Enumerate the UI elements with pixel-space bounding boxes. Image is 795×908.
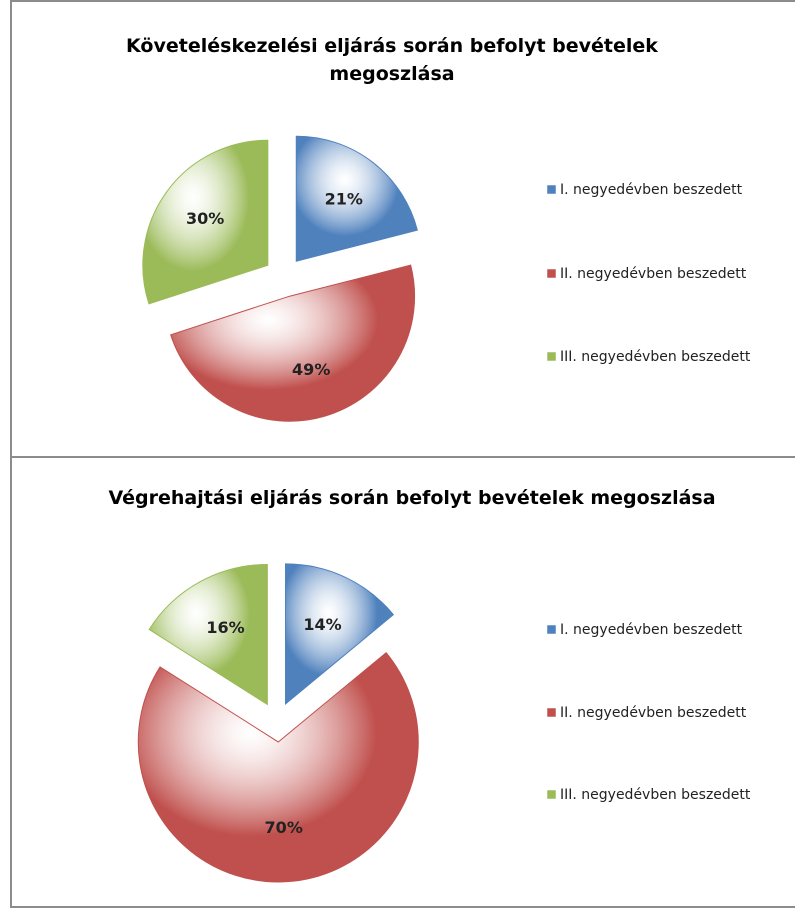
legend-label: I. negyedévben beszedett bbox=[560, 622, 743, 638]
data-label: 16% bbox=[206, 618, 244, 637]
legend-swatch bbox=[546, 707, 557, 718]
chart-title: Végrehajtási eljárás során befolyt bevét… bbox=[108, 487, 716, 509]
data-label: 21% bbox=[325, 189, 363, 208]
legend-label: II. negyedévben beszedett bbox=[560, 266, 747, 282]
legend-label: III. negyedévben beszedett bbox=[560, 787, 751, 803]
pie-slice bbox=[285, 563, 395, 705]
legend-swatch bbox=[546, 351, 557, 362]
legend-label: II. negyedévben beszedett bbox=[560, 705, 747, 721]
legend-swatch bbox=[546, 624, 557, 635]
legend-swatch bbox=[546, 184, 557, 195]
data-label: 30% bbox=[186, 209, 224, 228]
data-label: 14% bbox=[303, 615, 341, 634]
chart: 21% I. negyedévben beszedett 49% II. negyed… bbox=[142, 135, 751, 422]
pie-slice bbox=[170, 264, 416, 422]
legend-swatch bbox=[546, 789, 557, 800]
legend-label: I. negyedévben beszedett bbox=[560, 182, 743, 198]
pie-slice bbox=[148, 563, 268, 706]
chart-panel: 14% I. negyedévben beszedett 70% II. negyed… bbox=[10, 456, 795, 908]
chart-panel: 21% I. negyedévben beszedett 49% II. negyed… bbox=[10, 0, 795, 458]
chart-title: Követeléskezelési eljárás során befolyt … bbox=[126, 35, 658, 85]
pie-slice bbox=[137, 652, 419, 883]
legend-swatch bbox=[546, 268, 557, 279]
chart: 14% I. negyedévben beszedett 70% II. negyed… bbox=[137, 563, 751, 883]
data-label: 49% bbox=[292, 360, 330, 379]
pie-slice bbox=[142, 139, 269, 305]
legend-label: III. negyedévben beszedett bbox=[560, 349, 751, 365]
data-label: 70% bbox=[265, 818, 303, 837]
pie-slice bbox=[295, 135, 418, 262]
